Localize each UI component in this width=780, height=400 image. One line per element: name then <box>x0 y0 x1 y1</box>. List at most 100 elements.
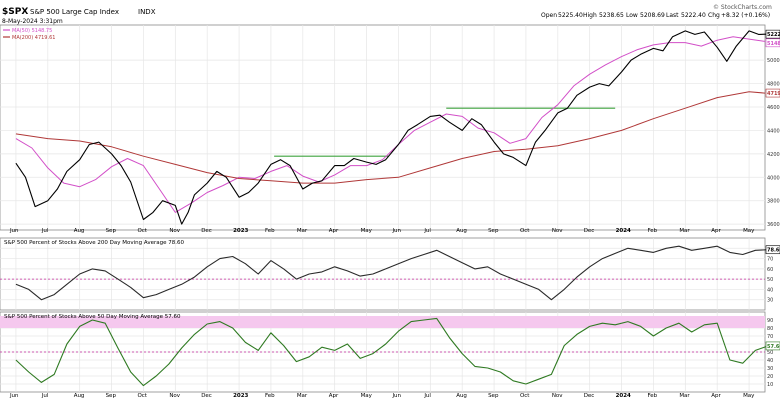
x-tick-label: Aug <box>456 393 467 399</box>
x-tick-label: Sep <box>488 228 499 234</box>
x-tick-label: Oct <box>520 228 530 234</box>
high-label: High <box>583 12 597 19</box>
x-tick-label: Feb <box>265 393 275 399</box>
x-tick-label: Nov <box>169 228 180 234</box>
exchange-label: INDX <box>138 8 156 16</box>
y-tick-label: 4000 <box>767 175 780 181</box>
y-tick-label: 50 <box>767 350 773 356</box>
y-tick-label: 60 <box>767 267 773 273</box>
open-value: 5225.40 <box>558 12 583 19</box>
x-tick-label: Mar <box>679 228 690 234</box>
watermark: © StockCharts.com <box>713 4 772 11</box>
open-label: Open <box>541 12 557 19</box>
panel-title: S&P 500 Percent of Stocks Above 200 Day … <box>4 240 184 246</box>
series-line-0 <box>15 36 766 213</box>
y-tick-label: 4400 <box>767 128 780 134</box>
x-tick-label: Sep <box>106 393 117 399</box>
y-tick-label: 30 <box>767 298 773 304</box>
x-tick-label: Apr <box>711 228 721 234</box>
legend-label: MA(200) 4719.61 <box>12 35 55 41</box>
x-tick-label: 2024 <box>616 393 631 399</box>
x-tick-label: Jun <box>9 393 19 399</box>
low-label: Low <box>626 12 638 19</box>
chg-label: Chg <box>708 12 720 19</box>
x-tick-label: Jul <box>41 228 49 234</box>
x-tick-label: Sep <box>488 393 499 399</box>
x-tick-label: Nov <box>552 228 563 234</box>
series-line-2 <box>15 30 769 225</box>
y-tick-label: 10 <box>767 382 773 388</box>
x-tick-label: 2023 <box>233 228 248 234</box>
chg-value: +8.32 (+0.16%) <box>721 12 770 19</box>
x-tick-label: Jul <box>423 393 431 399</box>
y-tick-label: 80 <box>767 326 773 332</box>
x-tick-label: Nov <box>169 393 180 399</box>
x-tick-label: Apr <box>329 228 339 234</box>
x-tick-label: Sep <box>106 228 117 234</box>
x-tick-label: May <box>743 393 755 399</box>
y-tick-label: 40 <box>767 358 773 364</box>
y-tick-label: 4600 <box>767 105 780 111</box>
y-tick-label: 50 <box>767 277 773 283</box>
value-badge-label: 4719 <box>767 91 780 97</box>
y-tick-label: 4800 <box>767 82 780 88</box>
x-tick-label: Jul <box>41 393 49 399</box>
value-badge <box>765 245 780 255</box>
x-tick-label: Jun <box>9 228 19 234</box>
x-tick-label: Oct <box>520 393 530 399</box>
x-tick-label: Feb <box>265 228 275 234</box>
y-tick-label: 30 <box>767 366 773 372</box>
legend-label: MA(50) 5148.75 <box>12 28 52 34</box>
panel-title: S&P 500 Percent of Stocks Above 50 Day M… <box>4 314 181 320</box>
symbol-name: S&P 500 Large Cap Index <box>30 8 119 16</box>
x-tick-label: May <box>743 228 755 234</box>
value-badge-label: 78.60 <box>767 248 780 254</box>
price-panel: 3600 3800 4000 4200 4400 4600 4800 5000 MA(50) 5… <box>0 24 780 231</box>
symbol-title: $SPX <box>2 7 28 17</box>
x-tick-label: 2024 <box>616 228 631 234</box>
x-tick-label: Aug <box>74 228 85 234</box>
x-tick-label: Feb <box>647 393 657 399</box>
y-tick-label: 3800 <box>767 199 780 205</box>
x-tick-label: Jun <box>391 228 401 234</box>
y-tick-label: 3600 <box>767 222 780 228</box>
x-tick-label: Oct <box>137 393 147 399</box>
x-tick-label: Apr <box>711 393 721 399</box>
x-tick-label: Dec <box>201 393 212 399</box>
x-tick-label: 2023 <box>233 393 248 399</box>
x-tick-label: Aug <box>74 393 85 399</box>
y-tick-label: 4200 <box>767 152 780 158</box>
series-line-0 <box>15 245 769 301</box>
low-value: 5208.69 <box>640 12 665 19</box>
high-value: 5238.65 <box>599 12 624 19</box>
value-badge-label: 5222 <box>767 32 780 38</box>
value-badge <box>765 38 780 48</box>
value-badge-label: 57.60 <box>767 344 780 350</box>
x-tick-label: May <box>361 393 373 399</box>
last-label: Last <box>666 12 679 19</box>
y-tick-label: 70 <box>767 257 773 263</box>
x-tick-label: Aug <box>456 228 467 234</box>
y-tick-label: 70 <box>767 334 773 340</box>
value-badge <box>765 341 780 351</box>
x-tick-label: May <box>361 228 373 234</box>
series-line-1 <box>15 91 766 184</box>
x-tick-label: Nov <box>552 393 563 399</box>
x-tick-label: Dec <box>584 393 595 399</box>
x-tick-label: Apr <box>329 393 339 399</box>
y-tick-label: 5000 <box>767 58 780 64</box>
x-tick-label: Oct <box>137 228 147 234</box>
y-tick-label: 90 <box>767 318 773 324</box>
x-tick-label: Dec <box>201 228 212 234</box>
last-value: 5222.40 <box>681 12 706 19</box>
value-badge <box>765 88 780 98</box>
overbought-band <box>0 316 765 328</box>
date-label: 8-May-2024 3:31pm <box>2 18 63 25</box>
y-tick-label: 40 <box>767 287 773 293</box>
x-tick-label: Feb <box>647 228 657 234</box>
breadth200-panel: 304050607080S&P 500 Percent of Stocks Ab… <box>0 237 780 311</box>
panels-layer: 3600 3800 4000 4200 4400 4600 4800 5000 MA(50) 5… <box>0 24 780 399</box>
price-panel-frame <box>0 24 766 231</box>
series-line-0 <box>15 317 769 387</box>
